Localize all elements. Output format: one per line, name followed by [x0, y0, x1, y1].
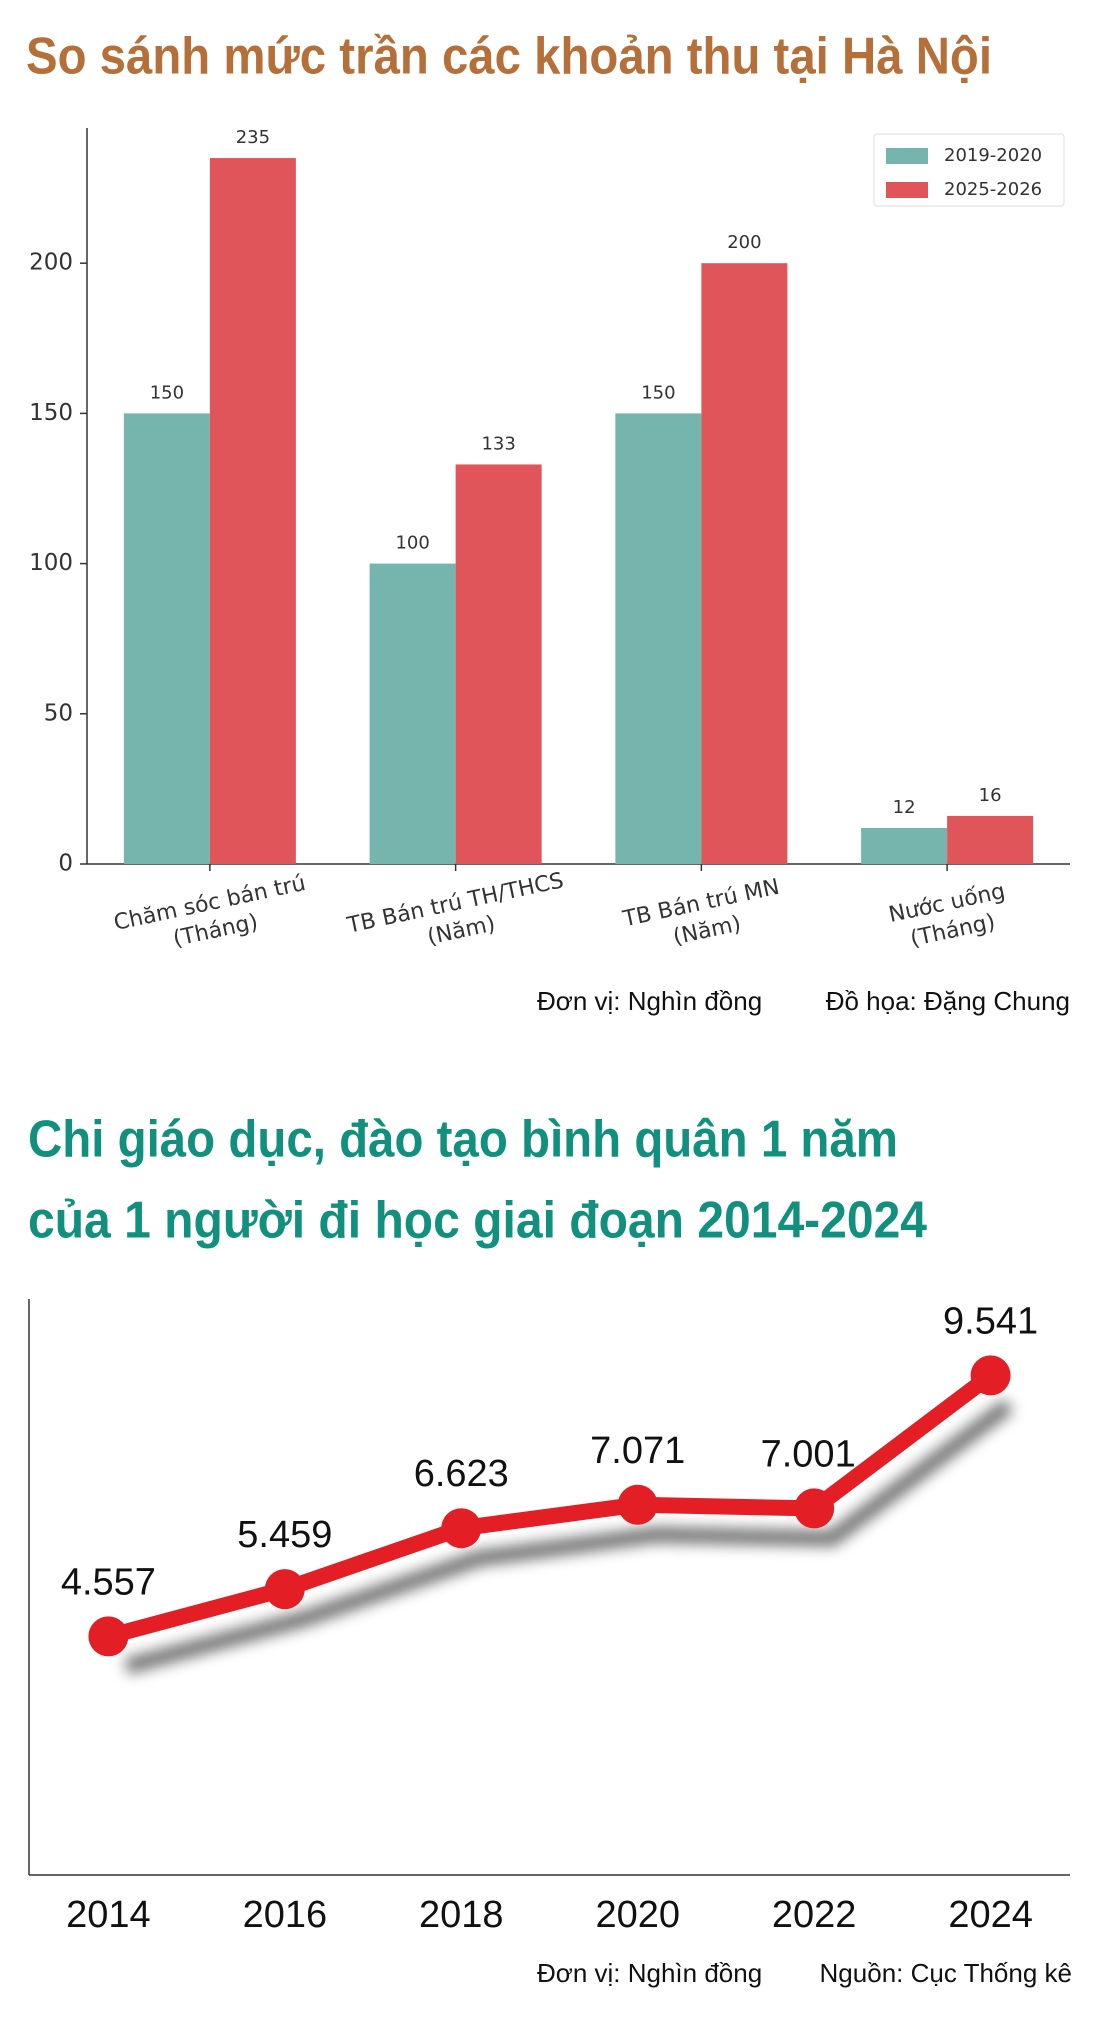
y-tick-label: 0 — [58, 851, 73, 877]
bar-value-label: 200 — [727, 232, 761, 253]
bar-value-label: 133 — [481, 433, 515, 454]
point — [617, 1484, 658, 1525]
x-tick-label: 2022 — [772, 1894, 857, 1936]
y-tick-label: 200 — [29, 250, 73, 276]
bar — [123, 413, 210, 864]
point — [264, 1569, 305, 1610]
point — [88, 1616, 129, 1657]
y-tick-label: 150 — [29, 400, 73, 426]
bar-value-label: 12 — [893, 797, 916, 818]
point-value-label: 4.557 — [61, 1561, 156, 1603]
bar — [947, 815, 1034, 864]
x-tick-label-group: Chăm sóc bán trú(Tháng) — [112, 871, 308, 952]
line-shadow — [124, 1399, 1014, 1675]
chart-title: So sánh mức trần các khoản thu tại Hà Nộ… — [26, 28, 992, 86]
legend-swatch — [886, 182, 928, 198]
bar — [209, 158, 296, 864]
point — [794, 1488, 835, 1529]
bar-value-label: 150 — [150, 382, 184, 403]
bar-value-label: 150 — [641, 382, 675, 403]
bar — [701, 263, 788, 864]
bar-value-label: 235 — [236, 127, 270, 148]
bar — [369, 563, 456, 864]
x-tick-label-group: Nước uống(Tháng) — [887, 879, 1008, 952]
source-note: Nguồn: Cục Thống kê — [820, 1958, 1072, 1988]
chart-title: Chi giáo dục, đào tạo bình quân 1 năm — [28, 1111, 898, 1169]
unit-note: Đơn vị: Nghìn đồng — [537, 986, 762, 1016]
x-tick-label: 2020 — [595, 1894, 680, 1936]
legend-label: 2025-2026 — [944, 179, 1042, 200]
point-value-label: 7.001 — [761, 1433, 856, 1475]
unit-note: Đơn vị: Nghìn đồng — [537, 1958, 762, 1988]
bar-value-label: 100 — [395, 533, 429, 554]
bar — [861, 827, 948, 864]
y-tick-label: 50 — [44, 700, 73, 726]
x-tick-label: 2018 — [419, 1894, 504, 1936]
x-tick-label: 2024 — [948, 1894, 1033, 1936]
bar — [455, 464, 542, 864]
point-value-label: 7.071 — [590, 1430, 685, 1472]
point — [970, 1355, 1011, 1396]
point-value-label: 9.541 — [943, 1300, 1038, 1342]
x-tick-label-group: TB Bán trú MN(Năm) — [620, 875, 782, 951]
point-value-label: 5.459 — [237, 1514, 332, 1556]
credit-note: Đồ họa: Đặng Chung — [826, 986, 1070, 1016]
x-tick-label: 2014 — [66, 1894, 151, 1936]
line — [106, 1369, 996, 1645]
y-tick-label: 100 — [29, 550, 73, 576]
point — [441, 1508, 482, 1549]
chart-title: của 1 người đi học giai đoạn 2014-2024 — [28, 1192, 927, 1250]
legend-swatch — [886, 148, 928, 164]
x-tick-label-group: TB Bán trú TH/THCS(Năm) — [344, 868, 566, 950]
legend-label: 2019-2020 — [944, 145, 1042, 166]
x-tick-label: 2016 — [243, 1894, 328, 1936]
bar — [615, 413, 702, 864]
bar-value-label: 16 — [979, 785, 1002, 806]
point-value-label: 6.623 — [414, 1453, 509, 1495]
